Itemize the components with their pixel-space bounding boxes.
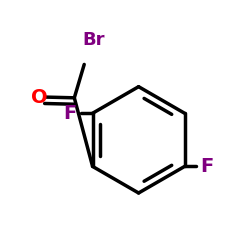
Text: O: O — [31, 88, 48, 106]
Text: F: F — [200, 157, 213, 176]
Text: Br: Br — [83, 31, 105, 49]
Text: F: F — [64, 104, 77, 123]
